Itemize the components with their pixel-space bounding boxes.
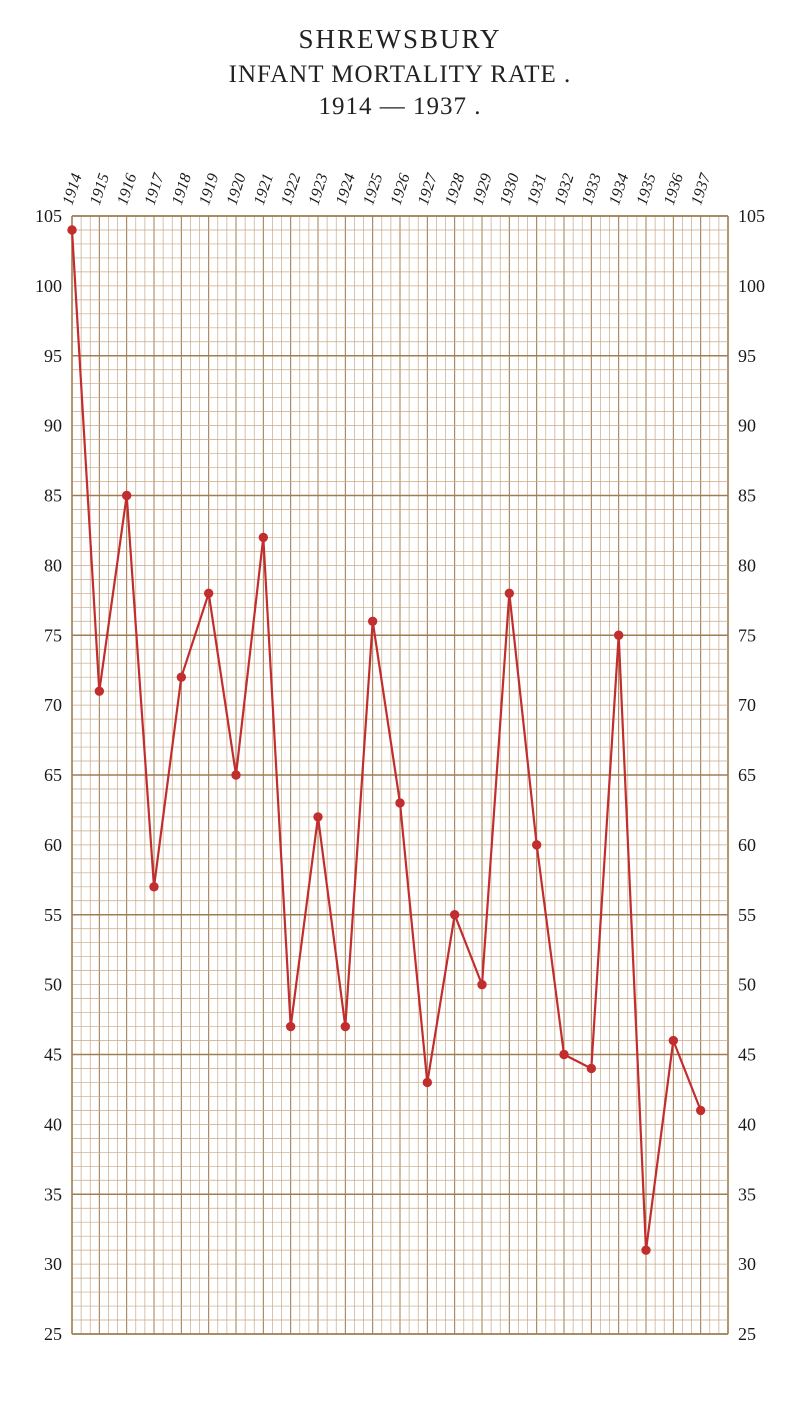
data-point — [560, 1050, 568, 1058]
x-tick-year: 1919 — [196, 172, 222, 208]
y-tick-right: 25 — [738, 1324, 756, 1344]
data-point — [478, 980, 486, 988]
x-tick-year: 1931 — [524, 172, 550, 208]
y-tick-right: 80 — [738, 555, 756, 575]
y-tick-right: 55 — [738, 905, 756, 925]
y-tick-left: 105 — [35, 206, 62, 226]
data-point — [232, 771, 240, 779]
grid — [72, 216, 728, 1334]
y-tick-left: 85 — [44, 486, 62, 506]
data-point — [68, 226, 76, 234]
mortality-chart: 25 25 30 30 35 35 40 40 45 45 50 50 55 55 60 60 65 65 70 70… — [0, 0, 800, 1408]
x-tick-year: 1916 — [114, 172, 140, 208]
data-point — [122, 491, 130, 499]
data-point — [696, 1106, 704, 1114]
y-tick-left: 35 — [44, 1184, 62, 1204]
data-point — [259, 533, 267, 541]
x-tick-year: 1929 — [470, 172, 496, 208]
data-point — [669, 1036, 677, 1044]
y-tick-left: 40 — [44, 1114, 62, 1134]
y-tick-right: 100 — [738, 276, 765, 296]
x-tick-year: 1934 — [606, 172, 632, 208]
y-tick-left: 90 — [44, 416, 62, 436]
y-tick-right: 90 — [738, 416, 756, 436]
x-tick-year: 1926 — [388, 172, 414, 208]
data-point — [423, 1078, 431, 1086]
x-tick-year: 1937 — [688, 171, 714, 208]
x-tick-year: 1930 — [497, 172, 523, 208]
data-point — [95, 687, 103, 695]
data-point — [532, 841, 540, 849]
x-tick-year: 1914 — [60, 172, 86, 208]
x-tick-year: 1921 — [251, 172, 277, 208]
y-tick-left: 55 — [44, 905, 62, 925]
data-point — [204, 589, 212, 597]
data-point — [368, 617, 376, 625]
y-tick-right: 50 — [738, 975, 756, 995]
y-tick-right: 70 — [738, 695, 756, 715]
y-tick-right: 75 — [738, 625, 756, 645]
x-tick-year: 1920 — [224, 172, 250, 208]
data-point — [150, 883, 158, 891]
y-tick-right: 45 — [738, 1045, 756, 1065]
data-point — [314, 813, 322, 821]
data-point — [450, 911, 458, 919]
y-tick-right: 105 — [738, 206, 765, 226]
y-tick-left: 70 — [44, 695, 62, 715]
x-tick-year: 1933 — [579, 172, 605, 208]
y-tick-left: 75 — [44, 625, 62, 645]
y-tick-left: 45 — [44, 1045, 62, 1065]
y-tick-right: 95 — [738, 346, 756, 366]
y-tick-left: 65 — [44, 765, 62, 785]
y-tick-left: 25 — [44, 1324, 62, 1344]
y-tick-left: 60 — [44, 835, 62, 855]
y-tick-right: 65 — [738, 765, 756, 785]
x-tick-year: 1917 — [142, 171, 168, 208]
y-tick-left: 50 — [44, 975, 62, 995]
x-tick-year: 1928 — [442, 172, 468, 208]
x-tick-year: 1923 — [306, 172, 332, 208]
data-point — [286, 1022, 294, 1030]
mortality-line — [72, 230, 701, 1250]
y-tick-right: 60 — [738, 835, 756, 855]
x-tick-year: 1924 — [333, 172, 359, 208]
y-tick-left: 95 — [44, 346, 62, 366]
y-tick-right: 30 — [738, 1254, 756, 1274]
x-tick-year: 1915 — [87, 172, 113, 208]
data-point — [177, 673, 185, 681]
x-tick-year: 1922 — [278, 172, 304, 208]
data-point — [614, 631, 622, 639]
y-tick-right: 85 — [738, 486, 756, 506]
x-tick-year: 1918 — [169, 172, 195, 208]
y-tick-right: 40 — [738, 1114, 756, 1134]
x-tick-year: 1935 — [634, 172, 660, 208]
y-tick-left: 30 — [44, 1254, 62, 1274]
x-tick-year: 1925 — [360, 172, 386, 208]
data-point — [642, 1246, 650, 1254]
data-point — [505, 589, 513, 597]
x-tick-year: 1936 — [661, 172, 687, 208]
data-point — [587, 1064, 595, 1072]
y-tick-left: 80 — [44, 555, 62, 575]
data-point — [341, 1022, 349, 1030]
y-tick-left: 100 — [35, 276, 62, 296]
data-point — [396, 799, 404, 807]
y-tick-right: 35 — [738, 1184, 756, 1204]
x-tick-year: 1932 — [552, 172, 578, 208]
x-tick-year: 1927 — [415, 171, 441, 208]
